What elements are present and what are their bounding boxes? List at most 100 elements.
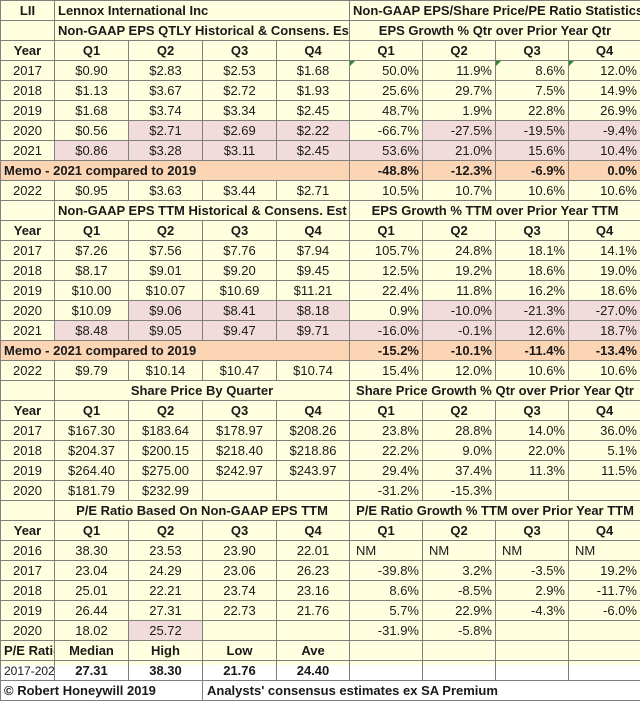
growth-cell: 19.0% xyxy=(569,261,640,281)
growth-cell: 105.7% xyxy=(350,241,423,261)
year-cell: 2020 xyxy=(1,121,55,141)
value-cell: $2.45 xyxy=(277,141,350,161)
growth-cell: 18.6% xyxy=(496,261,569,281)
col-header: Q1 xyxy=(350,521,423,541)
growth-cell: -15.3% xyxy=(423,481,496,501)
sheet-title: Non-GAAP EPS/Share Price/PE Ratio Statis… xyxy=(350,1,640,21)
pe-stats-label: P/E Ratio xyxy=(1,641,55,661)
growth-cell: 25.6% xyxy=(350,81,423,101)
value-cell: $0.95 xyxy=(55,181,129,201)
col-header: Q2 xyxy=(423,521,496,541)
year-header: Year xyxy=(1,221,55,241)
table-row: 2018 $1.13 $3.67 $2.72 $1.93 25.6% 29.7%… xyxy=(1,81,640,101)
memo-cell: -13.4% xyxy=(569,341,640,361)
source-note: Analysts' consensus estimates ex SA Prem… xyxy=(203,681,640,701)
growth-cell: -39.8% xyxy=(350,561,423,581)
growth-cell: 10.7% xyxy=(423,181,496,201)
col-header: Q2 xyxy=(129,401,203,421)
value-cell: $242.97 xyxy=(203,461,277,481)
value-cell: $232.99 xyxy=(129,481,203,501)
col-header: Q4 xyxy=(277,221,350,241)
footer-row: © Robert Honeywill 2019 Analysts' consen… xyxy=(1,681,640,701)
value-cell: $264.40 xyxy=(55,461,129,481)
value-cell: 22.01 xyxy=(277,541,350,561)
price-right-title: Share Price Growth % Qtr over Prior Year… xyxy=(350,381,640,401)
memo-row: Memo - 2021 compared to 2019 -48.8% -12.… xyxy=(1,161,640,181)
value-cell: $10.00 xyxy=(55,281,129,301)
col-header: Q3 xyxy=(496,41,569,61)
col-header: Q4 xyxy=(569,221,640,241)
year-cell: 2019 xyxy=(1,601,55,621)
value-cell: 23.74 xyxy=(203,581,277,601)
year-cell: 2020 xyxy=(1,621,55,641)
growth-cell: NM xyxy=(350,541,423,561)
eps-qtr-right-title: EPS Growth % Qtr over Prior Year Qtr xyxy=(350,21,640,41)
growth-cell: 36.0% xyxy=(569,421,640,441)
table-row: 2020 $181.79 $232.99 -31.2% -15.3% xyxy=(1,481,640,501)
year-cell: 2016 xyxy=(1,541,55,561)
col-header: Q4 xyxy=(277,521,350,541)
table-row: 2016 38.30 23.53 23.90 22.01 NM NM NM NM xyxy=(1,541,640,561)
growth-cell: 5.1% xyxy=(569,441,640,461)
year-cell: 2017 xyxy=(1,421,55,441)
value-cell: $9.47 xyxy=(203,321,277,341)
growth-cell: 22.4% xyxy=(350,281,423,301)
growth-cell: -9.4% xyxy=(569,121,640,141)
value-cell: $2.71 xyxy=(277,181,350,201)
growth-cell: 22.8% xyxy=(496,101,569,121)
value-cell: $1.13 xyxy=(55,81,129,101)
growth-cell: 1.9% xyxy=(423,101,496,121)
col-header: Q2 xyxy=(129,521,203,541)
growth-cell: 11.9% xyxy=(423,61,496,81)
col-header: Q1 xyxy=(55,221,129,241)
eps-qtr-left-title: Non-GAAP EPS QTLY Historical & Consens. … xyxy=(55,21,350,41)
stat-value: 24.40 xyxy=(277,661,350,681)
growth-cell: 48.7% xyxy=(350,101,423,121)
year-cell: 2020 xyxy=(1,481,55,501)
growth-cell: -8.5% xyxy=(423,581,496,601)
growth-cell: 22.9% xyxy=(423,601,496,621)
col-header: Q4 xyxy=(569,521,640,541)
value-cell: $11.21 xyxy=(277,281,350,301)
growth-cell: 11.3% xyxy=(496,461,569,481)
year-cell: 2020 xyxy=(1,301,55,321)
value-cell: $243.97 xyxy=(277,461,350,481)
stat-header: Low xyxy=(203,641,277,661)
year-cell: 2018 xyxy=(1,81,55,101)
growth-cell: 19.2% xyxy=(423,261,496,281)
value-cell: $9.01 xyxy=(129,261,203,281)
value-cell: 21.76 xyxy=(277,601,350,621)
growth-cell: 22.0% xyxy=(496,441,569,461)
value-cell: $8.18 xyxy=(277,301,350,321)
growth-cell: -19.5% xyxy=(496,121,569,141)
value-cell: $208.26 xyxy=(277,421,350,441)
growth-cell: 23.8% xyxy=(350,421,423,441)
value-cell: $9.71 xyxy=(277,321,350,341)
year-cell: 2017 xyxy=(1,561,55,581)
year-header: Year xyxy=(1,401,55,421)
table-row: 2017 $0.90 $2.83 $2.53 $1.68 50.0% 11.9%… xyxy=(1,61,640,81)
year-cell: 2022 xyxy=(1,181,55,201)
copyright: © Robert Honeywill 2019 xyxy=(1,681,203,701)
growth-cell: -11.7% xyxy=(569,581,640,601)
table-row: 2019 $264.40 $275.00 $242.97 $243.97 29.… xyxy=(1,461,640,481)
value-cell xyxy=(203,481,277,501)
year-cell: 2021 xyxy=(1,141,55,161)
growth-cell: 15.6% xyxy=(496,141,569,161)
year-cell: 2019 xyxy=(1,101,55,121)
year-cell: 2017 xyxy=(1,61,55,81)
value-cell: $9.79 xyxy=(55,361,129,381)
value-cell: $2.45 xyxy=(277,101,350,121)
growth-cell: 2.9% xyxy=(496,581,569,601)
value-cell xyxy=(203,621,277,641)
table-row: 2017 $7.26 $7.56 $7.76 $7.94 105.7% 24.8… xyxy=(1,241,640,261)
value-cell: $10.69 xyxy=(203,281,277,301)
growth-cell: 29.7% xyxy=(423,81,496,101)
growth-cell: 10.6% xyxy=(496,181,569,201)
eps-statistics-sheet: LII Lennox International Inc Non-GAAP EP… xyxy=(0,0,640,665)
col-header: Q2 xyxy=(129,221,203,241)
price-title-row: Share Price By Quarter Share Price Growt… xyxy=(1,381,640,401)
table-row: 2018 $8.17 $9.01 $9.20 $9.45 12.5% 19.2%… xyxy=(1,261,640,281)
value-cell: $8.41 xyxy=(203,301,277,321)
